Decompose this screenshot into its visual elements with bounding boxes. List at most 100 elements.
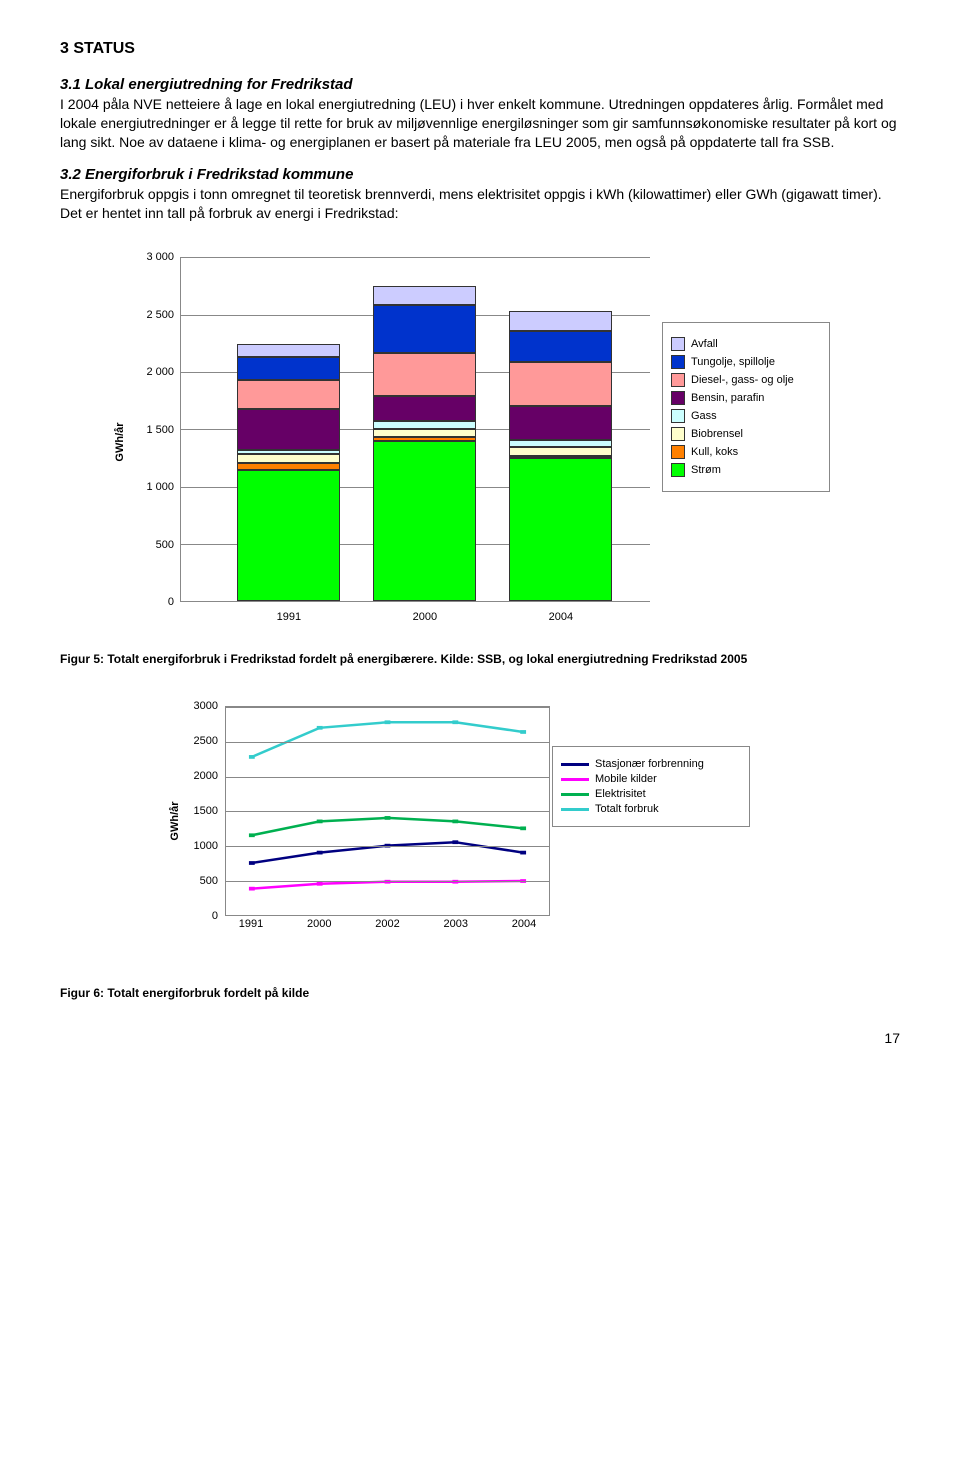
chart2-y-tick: 1000: [194, 840, 218, 852]
chart2-gridline: [226, 811, 549, 812]
chart1-legend-label: Kull, koks: [691, 446, 738, 458]
chart2-marker: [249, 887, 255, 891]
chart1-plot-area: 1991 2000 2004: [180, 257, 650, 602]
chart2-y-tick: 1500: [194, 805, 218, 817]
chart1-legend-label: Strøm: [691, 464, 721, 476]
chart2-x-tick: 2003: [444, 918, 468, 930]
chart2-y-tick: 3000: [194, 700, 218, 712]
chart1-y-tick: 1 500: [146, 424, 174, 436]
chart1-x-label: 1991: [237, 611, 340, 623]
section-title: 3 STATUS: [60, 40, 900, 58]
chart1-y-tick: 3 000: [146, 251, 174, 263]
chart2-marker: [317, 820, 323, 824]
chart2-y-ticks: 050010001500200025003000: [170, 706, 222, 916]
chart1-legend-swatch: [671, 409, 685, 423]
chart1-bar-segment-tungolje: [237, 357, 340, 380]
chart2-legend-label: Totalt forbruk: [595, 803, 659, 815]
chart2-x-ticks: 1991 2000 2002 2003 2004: [225, 918, 550, 938]
chart2-legend-line: [561, 808, 589, 811]
chart1-legend-swatch: [671, 391, 685, 405]
chart1-bar-segment-bensin: [373, 396, 476, 421]
chart1-bar-group: 1991: [237, 257, 340, 601]
chart2-gridline: [226, 777, 549, 778]
chart2-marker: [520, 731, 526, 735]
chart1-bar-group: 2004: [509, 257, 612, 601]
chart2-line-elektrisitet: [252, 818, 523, 835]
chart2-marker: [385, 721, 391, 725]
subsection-3-2-text-1: Energiforbruk oppgis i tonn omregnet til…: [60, 185, 900, 204]
chart2-legend-line: [561, 778, 589, 781]
chart1-legend-label: Diesel-, gass- og olje: [691, 374, 794, 386]
chart1-legend-swatch: [671, 463, 685, 477]
chart1-y-axis-label: GWh/år: [114, 423, 126, 462]
chart1-bar-segment-biobrensel: [509, 447, 612, 456]
chart2-marker: [249, 834, 255, 838]
figure-5-caption: Figur 5: Totalt energiforbruk i Fredriks…: [60, 652, 900, 666]
chart2-legend: Stasjonær forbrenningMobile kilderElektr…: [552, 746, 750, 827]
chart2-gridline: [226, 742, 549, 743]
chart2-gridline: [226, 846, 549, 847]
chart2-y-tick: 0: [212, 910, 218, 922]
chart2-marker: [249, 862, 255, 866]
chart2-marker: [385, 817, 391, 821]
chart1-bar-segment-tungolje: [509, 331, 612, 362]
chart1-legend-swatch: [671, 337, 685, 351]
chart1-legend-item: Gass: [671, 409, 821, 423]
subsection-3-1-title: 3.1 Lokal energiutredning for Fredriksta…: [60, 76, 900, 93]
chart1-y-tick: 2 500: [146, 309, 174, 321]
chart1-x-label: 2000: [373, 611, 476, 623]
chart1-bar-segment-biobrensel: [373, 429, 476, 437]
chart2-marker: [452, 841, 458, 845]
chart1-bar-segment-bensin: [509, 406, 612, 440]
chart1-legend-label: Biobrensel: [691, 428, 743, 440]
chart1-bar-segment-strom: [509, 458, 612, 601]
chart2-x-tick: 2002: [375, 918, 399, 930]
chart1-bar-segment-tungolje: [373, 305, 476, 353]
chart2-x-tick: 2000: [307, 918, 331, 930]
energy-line-chart: GWh/år 050010001500200025003000 19912000…: [170, 696, 750, 946]
chart2-marker: [317, 726, 323, 730]
chart1-legend-item: Bensin, parafin: [671, 391, 821, 405]
chart1-bar-segment-strom: [237, 470, 340, 602]
chart1-bar-segment-avfall: [509, 311, 612, 332]
chart2-legend-label: Stasjonær forbrenning: [595, 758, 704, 770]
chart1-legend-item: Biobrensel: [671, 427, 821, 441]
chart1-legend-swatch: [671, 373, 685, 387]
chart1-legend-label: Avfall: [691, 338, 718, 350]
chart2-y-tick: 2500: [194, 735, 218, 747]
chart1-bar-segment-kull: [237, 463, 340, 470]
chart1-y-tick: 0: [168, 596, 174, 608]
chart1-bar-segment-avfall: [373, 286, 476, 304]
chart1-legend: Avfall Tungolje, spillolje Diesel-, gass- …: [662, 322, 830, 492]
chart1-legend-item: Diesel-, gass- og olje: [671, 373, 821, 387]
chart2-gridline: [226, 707, 549, 708]
chart2-y-tick: 500: [200, 875, 218, 887]
chart1-bar-segment-diesel: [373, 353, 476, 397]
chart1-y-tick: 1 000: [146, 481, 174, 493]
chart2-x-tick: 2004: [512, 918, 536, 930]
chart1-bar-segment-strom: [373, 441, 476, 602]
chart2-legend-item: Totalt forbruk: [561, 803, 741, 815]
page-number: 17: [60, 1030, 900, 1046]
chart1-y-ticks: 05001 0001 5002 0002 5003 000: [130, 257, 178, 602]
chart1-bar-segment-avfall: [237, 344, 340, 358]
chart1-legend-label: Gass: [691, 410, 717, 422]
chart1-y-tick: 2 000: [146, 366, 174, 378]
chart2-legend-line: [561, 793, 589, 796]
chart2-line-totalt: [252, 723, 523, 758]
subsection-3-1-text: I 2004 påla NVE netteiere å lage en loka…: [60, 95, 900, 152]
chart1-bar-group: 2000: [373, 257, 476, 601]
chart2-x-tick: 1991: [239, 918, 263, 930]
chart2-legend-line: [561, 763, 589, 766]
chart1-bar-segment-biobrensel: [237, 454, 340, 463]
chart1-legend-label: Tungolje, spillolje: [691, 356, 775, 368]
chart1-bar-segment-diesel: [237, 380, 340, 409]
chart1-x-label: 2004: [509, 611, 612, 623]
chart1-legend-item: Kull, koks: [671, 445, 821, 459]
chart1-legend-swatch: [671, 355, 685, 369]
chart2-y-tick: 2000: [194, 770, 218, 782]
chart1-legend-swatch: [671, 445, 685, 459]
subsection-3-2-title: 3.2 Energiforbruk i Fredrikstad kommune: [60, 166, 900, 183]
chart2-legend-item: Elektrisitet: [561, 788, 741, 800]
chart1-legend-swatch: [671, 427, 685, 441]
